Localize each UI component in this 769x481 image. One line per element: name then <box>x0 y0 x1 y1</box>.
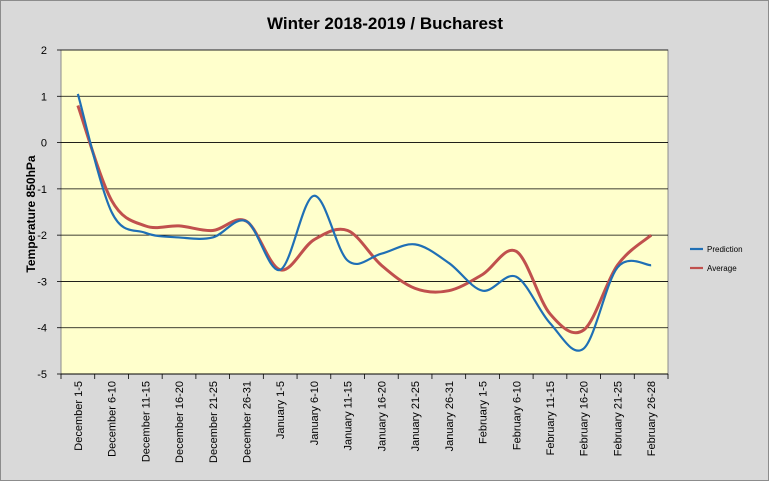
x-tick-label: January 21-25 <box>410 381 422 451</box>
x-tick-label: December 26-31 <box>241 381 253 463</box>
x-tick-label: February 11-15 <box>545 381 557 455</box>
x-tick-label: December 16-20 <box>174 381 186 463</box>
legend-label: Average <box>707 264 737 273</box>
x-tick-label: February 16-20 <box>579 381 591 456</box>
x-tick-label: December 21-25 <box>208 381 220 463</box>
x-tick-label: January 16-20 <box>376 381 388 451</box>
x-axis: December 1-5 December 6-10 December 11-15 D… <box>60 373 669 463</box>
x-tick-label: January 26-31 <box>444 381 456 451</box>
y-axis: 2 1 0 -1 -2 -3 -4 -5 <box>37 45 61 381</box>
y-tick-label: -3 <box>37 276 47 288</box>
y-tick-label: 2 <box>41 45 47 57</box>
series-line-prediction <box>76 93 652 352</box>
y-tick-label: -4 <box>37 323 47 335</box>
y-tick-label: 0 <box>41 138 47 150</box>
plot-area <box>60 49 669 375</box>
series-line-average <box>76 105 653 335</box>
y-axis-label: Temperature 850hPa <box>24 155 38 272</box>
y-tick-label: -2 <box>37 230 47 242</box>
legend-label: Prediction <box>707 245 743 254</box>
x-tick-label: February 26-28 <box>646 381 658 456</box>
x-tick-label: January 11-15 <box>343 381 355 451</box>
x-tick-label: December 1-5 <box>73 381 85 451</box>
y-tick-label: 1 <box>41 91 47 103</box>
x-tick-label: February 21-25 <box>612 381 624 456</box>
x-tick-label: February 6-10 <box>511 381 523 450</box>
series-lines <box>76 93 653 352</box>
y-tick-label: -5 <box>37 369 47 381</box>
x-tick-label: December 11-15 <box>140 381 152 462</box>
x-tick-label: February 1-5 <box>478 381 490 444</box>
x-tick-label: December 6-10 <box>107 381 119 457</box>
chart-title: Winter 2018-2019 / Bucharest <box>267 14 503 33</box>
grid-lines <box>61 49 668 375</box>
x-tick-label: January 1-5 <box>275 381 287 439</box>
y-tick-label: -1 <box>37 184 47 196</box>
legend: Prediction Average <box>690 245 743 273</box>
x-tick-label: January 6-10 <box>309 381 321 445</box>
